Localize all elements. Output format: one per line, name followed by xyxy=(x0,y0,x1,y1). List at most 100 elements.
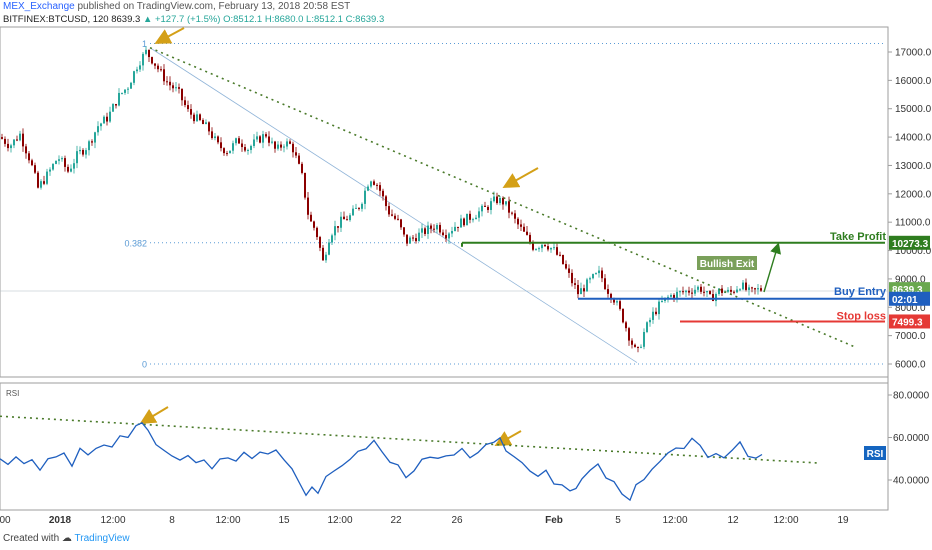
candle-body xyxy=(13,139,15,146)
rsi-tag-label: RSI xyxy=(867,449,884,460)
candle-body xyxy=(154,63,156,66)
candle-body xyxy=(409,237,411,244)
candle-body xyxy=(598,270,600,274)
candle-body xyxy=(58,159,60,161)
candle-body xyxy=(535,249,537,251)
candle-body xyxy=(463,218,465,226)
high-value: H:8680.0 xyxy=(264,14,304,25)
candle-body xyxy=(670,294,672,297)
candle-body xyxy=(475,217,477,220)
candle-body xyxy=(412,237,414,239)
rsi-pane-frame xyxy=(0,382,889,511)
candle-body xyxy=(361,203,363,209)
candle-body xyxy=(223,148,225,154)
candle-body xyxy=(691,292,693,294)
candle-body xyxy=(220,142,222,149)
candle-body xyxy=(340,216,342,228)
candle-body xyxy=(145,49,147,54)
candle-body xyxy=(490,201,492,210)
candle-body xyxy=(538,248,540,250)
candle-body xyxy=(256,136,258,140)
candle-body xyxy=(442,232,444,236)
buy-entry-tag-label: 02:01 xyxy=(892,295,918,306)
candle-body xyxy=(85,150,87,155)
candle-body xyxy=(7,143,9,149)
time-tick-label: 12:00 xyxy=(773,515,798,526)
candle-body xyxy=(67,166,69,172)
candle-body xyxy=(736,289,738,293)
candle-body xyxy=(382,190,384,197)
symbol-label: BITFINEX:BTCUSD, 120 xyxy=(3,14,109,25)
candle-body xyxy=(268,136,270,143)
candle-body xyxy=(307,197,309,215)
candle-body xyxy=(472,219,474,221)
candle-body xyxy=(580,288,582,295)
candle-body xyxy=(619,301,621,309)
price-tick-label: 9000.0 xyxy=(895,274,926,285)
candle-body xyxy=(43,181,45,184)
tradingview-brand-link[interactable]: TradingView xyxy=(74,533,130,544)
author-link[interactable]: MEX_Exchange xyxy=(3,1,75,12)
candle-body xyxy=(52,163,54,170)
candle-body xyxy=(514,213,516,219)
candle-body xyxy=(739,289,741,291)
fib-level-label: 1 xyxy=(142,39,147,49)
candle-body xyxy=(238,138,240,144)
candle-body xyxy=(208,122,210,132)
candle-body xyxy=(178,87,180,89)
candle-body xyxy=(556,247,558,255)
candle-body xyxy=(28,153,30,161)
candle-body xyxy=(136,69,138,72)
candle-body xyxy=(562,254,564,265)
candle-body xyxy=(130,82,132,89)
candle-body xyxy=(22,133,24,147)
candle-body xyxy=(277,144,279,149)
candle-body xyxy=(622,308,624,323)
candle-body xyxy=(433,228,435,230)
candle-body xyxy=(532,242,534,250)
candle-body xyxy=(601,270,603,279)
candle-body xyxy=(103,116,105,124)
candle-body xyxy=(232,143,234,151)
candle-body xyxy=(541,244,543,249)
candle-body xyxy=(625,322,627,329)
candle-body xyxy=(166,81,168,83)
candle-body xyxy=(151,57,153,64)
candle-body xyxy=(574,283,576,285)
rsi-tick-label: 80.0000 xyxy=(893,391,930,402)
candle-body xyxy=(448,233,450,239)
candle-body xyxy=(754,288,756,290)
candle-body xyxy=(304,172,306,198)
candle-body xyxy=(124,89,126,93)
price-tick-label: 17000.0 xyxy=(895,48,932,59)
candle-body xyxy=(55,160,57,164)
candle-body xyxy=(121,92,123,94)
candle-body xyxy=(559,254,561,256)
rsi-line xyxy=(0,421,763,502)
candle-body xyxy=(748,287,750,290)
stop-loss-label: Stop loss xyxy=(836,310,886,322)
candle-body xyxy=(16,139,18,141)
candle-body xyxy=(331,235,333,243)
close-value: C:8639.3 xyxy=(345,14,385,25)
tradingview-logo-icon: ☁ xyxy=(61,533,72,544)
time-tick-label: 15 xyxy=(278,515,290,526)
candle-body xyxy=(82,149,84,155)
candle-body xyxy=(205,122,207,125)
candle-body xyxy=(679,291,681,293)
candle-body xyxy=(406,234,408,244)
candle-body xyxy=(478,211,480,218)
candle-body xyxy=(64,158,66,167)
candle-body xyxy=(385,196,387,207)
candle-body xyxy=(436,224,438,230)
candle-body xyxy=(163,69,165,82)
candle-body xyxy=(706,291,708,293)
candle-body xyxy=(421,228,423,233)
candle-body xyxy=(169,81,171,86)
rsi-tick-label: 60.0000 xyxy=(893,433,930,444)
candle-body xyxy=(604,278,606,290)
candle-body xyxy=(211,131,213,139)
candle-body xyxy=(298,155,300,164)
candle-body xyxy=(595,273,597,275)
